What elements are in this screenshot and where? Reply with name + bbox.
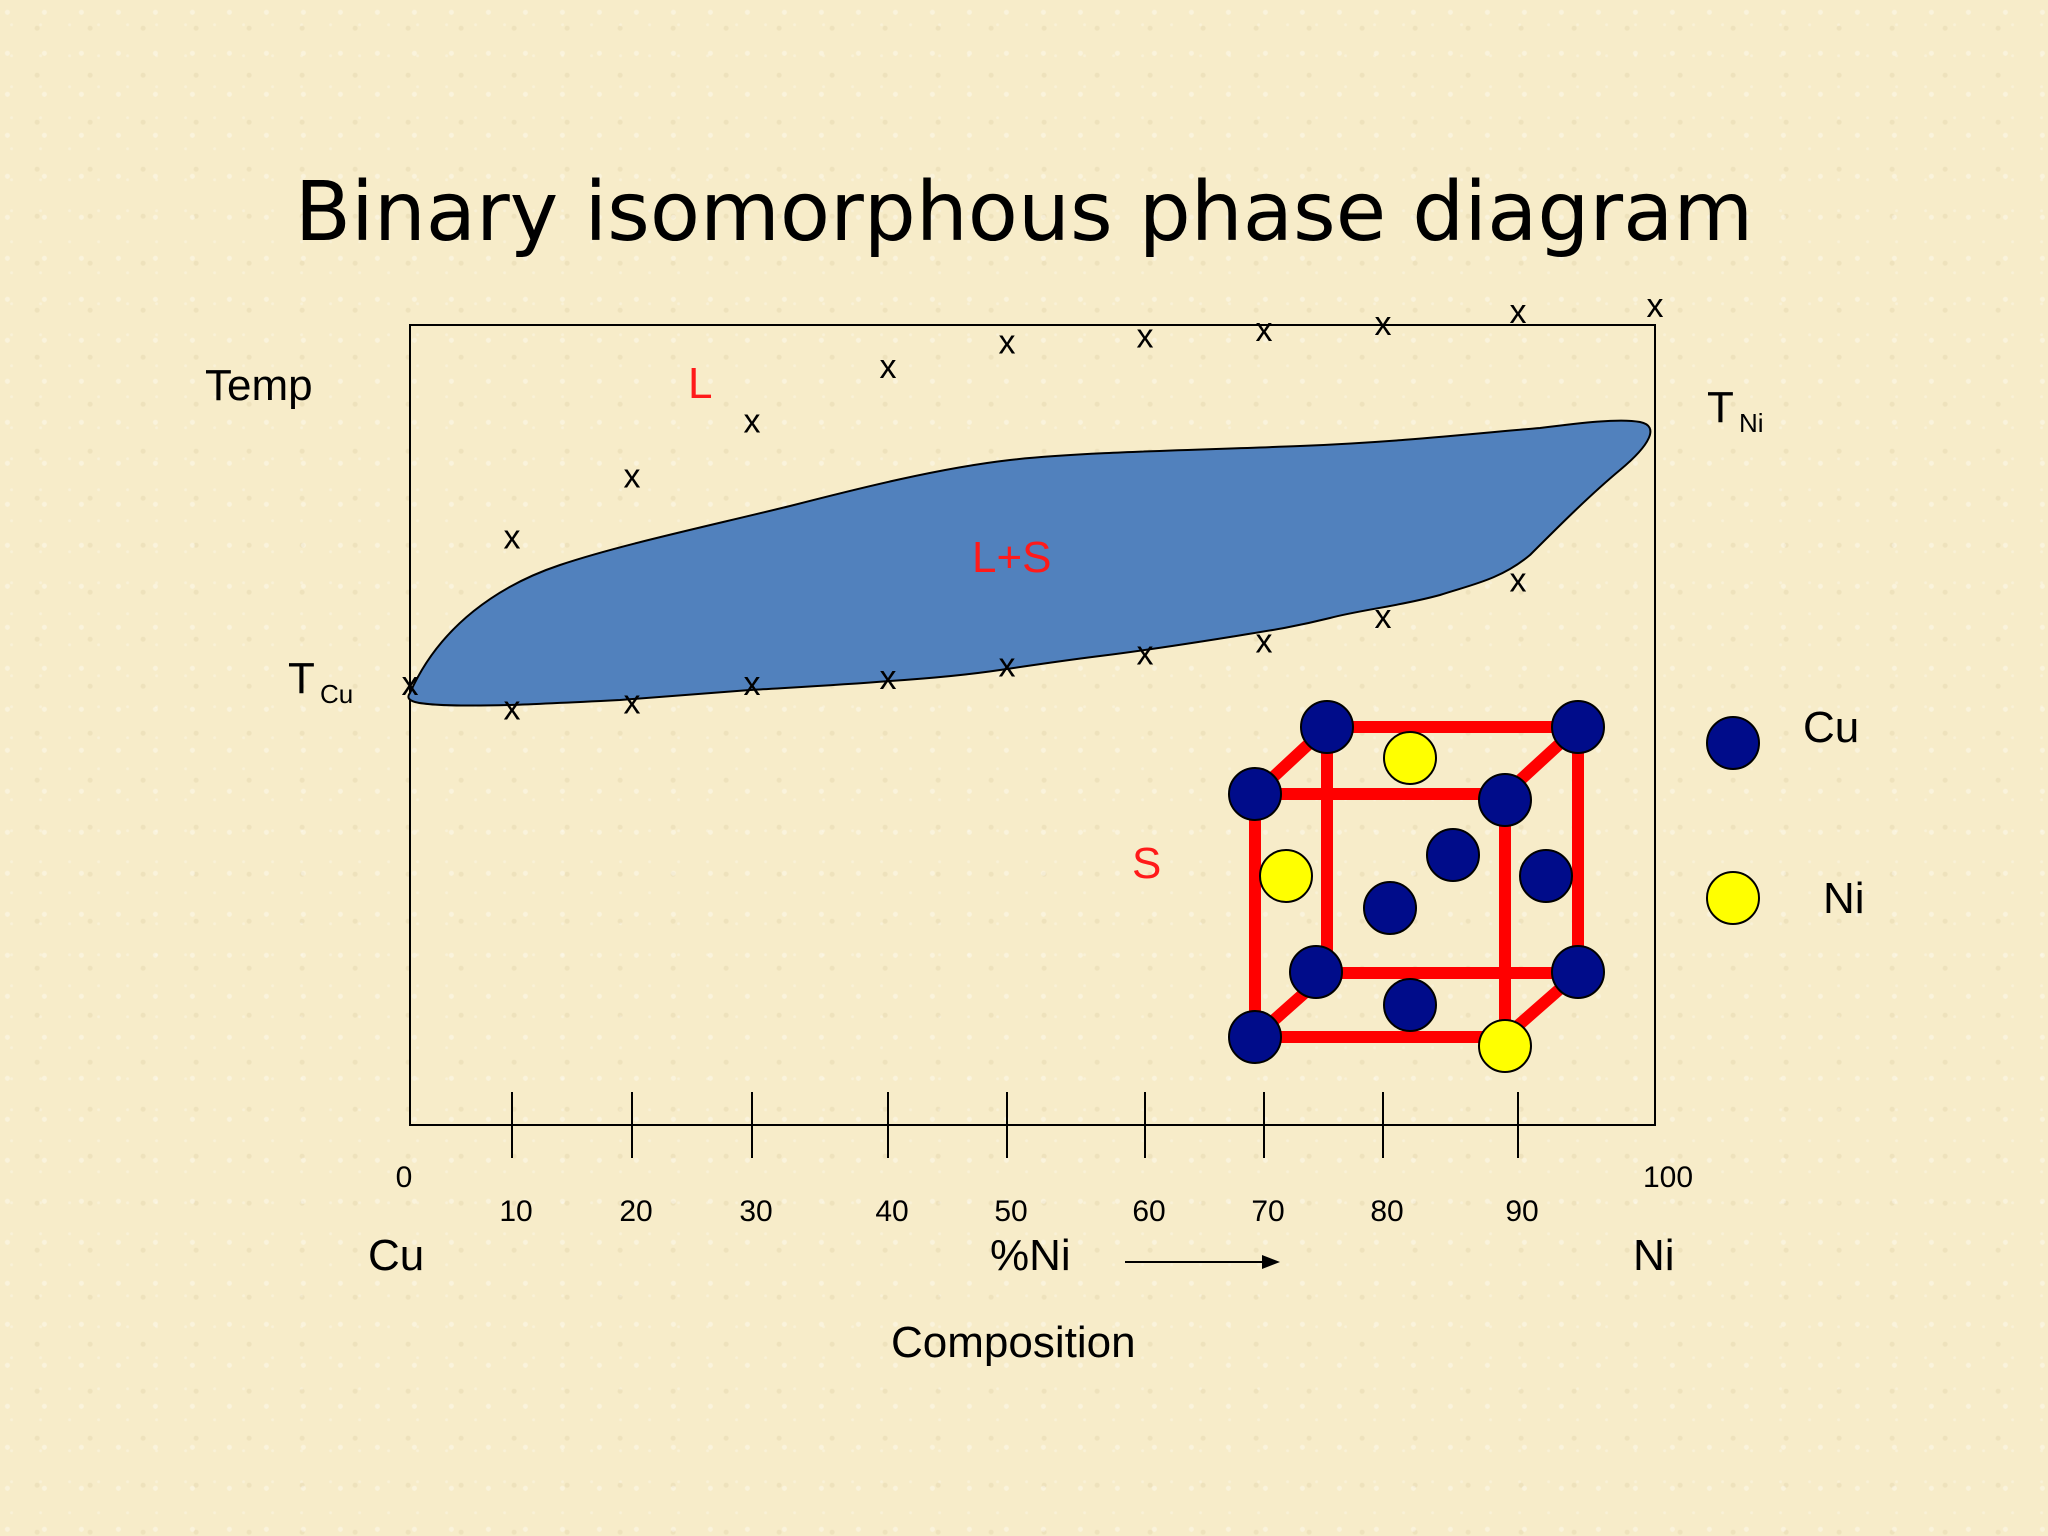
x-tick-label: 70 [1251, 1195, 1284, 1228]
composition-marker: x [880, 348, 897, 386]
region-liquid-label: L [688, 359, 712, 408]
x-tick-label: 60 [1132, 1195, 1165, 1228]
two-phase-region [407, 419, 1652, 707]
data-markers: x x x x x x x x x x x x x x x x x x x x [402, 287, 1664, 728]
composition-marker: x [624, 458, 641, 496]
lattice-atom [1228, 1010, 1282, 1064]
region-solid-label: S [1132, 839, 1161, 888]
x-tick-label: 20 [619, 1195, 652, 1228]
plot-frame [409, 324, 1656, 1126]
y-axis-label: Temp [205, 361, 313, 410]
composition-marker: x [402, 665, 419, 703]
region-two-phase-label: L+S [972, 533, 1052, 582]
composition-marker: x [1375, 598, 1392, 636]
composition-marker: x [1375, 305, 1392, 343]
x-tick-label: 40 [875, 1195, 908, 1228]
x-tick-label: 0 [396, 1161, 413, 1194]
composition-marker: x [504, 689, 521, 727]
lattice-atom [1478, 1019, 1532, 1073]
legend-cu-swatch [1706, 716, 1760, 770]
t-ni-main: T [1707, 383, 1734, 432]
t-cu-label: T Cu [288, 654, 353, 709]
t-cu-main: T [288, 654, 315, 703]
composition-marker: x [504, 519, 521, 557]
t-cu-sub: Cu [320, 679, 353, 709]
x-axis-title: Composition [891, 1318, 1136, 1367]
composition-marker: x [1647, 287, 1664, 325]
x-axis-right-end: Ni [1633, 1231, 1675, 1280]
lattice-atom [1551, 700, 1605, 754]
composition-marker: x [744, 665, 761, 703]
composition-marker: x [624, 683, 641, 721]
lattice-atom [1478, 773, 1532, 827]
legend: Cu Ni [1706, 703, 1865, 925]
composition-marker: x [999, 323, 1016, 361]
legend-cu-label: Cu [1803, 703, 1859, 752]
lattice-atoms [1228, 700, 1605, 1073]
x-tick-label: 50 [994, 1195, 1027, 1228]
composition-marker: x [1256, 622, 1273, 660]
x-tick-label: 100 [1643, 1161, 1693, 1194]
slide-title: Binary isomorphous phase diagram [294, 165, 1754, 260]
increase-arrow [1125, 1255, 1280, 1269]
composition-marker: x [1510, 293, 1527, 331]
x-tick-label: 80 [1370, 1195, 1403, 1228]
x-axis-ticks [511, 1092, 1519, 1158]
x-tick-label: 30 [739, 1195, 772, 1228]
lattice-atom [1228, 767, 1282, 821]
t-ni-sub: Ni [1739, 408, 1764, 438]
composition-marker: x [1256, 311, 1273, 349]
legend-ni-swatch [1706, 871, 1760, 925]
lattice-atom [1259, 849, 1313, 903]
x-tick-label: 90 [1505, 1195, 1538, 1228]
legend-ni-label: Ni [1823, 874, 1865, 923]
lattice-atom [1519, 849, 1573, 903]
composition-marker: x [1510, 561, 1527, 599]
lattice-atom [1363, 881, 1417, 935]
x-axis-tick-labels: 0 10 20 30 40 50 60 70 80 90 100 [396, 1161, 1693, 1228]
lattice-atom [1426, 828, 1480, 882]
lattice-atom [1551, 945, 1605, 999]
t-ni-label: T Ni [1707, 383, 1764, 438]
lattice-atom [1383, 731, 1437, 785]
composition-marker: x [999, 647, 1016, 685]
composition-marker: x [880, 659, 897, 697]
composition-marker: x [1137, 635, 1154, 673]
lattice-atom [1300, 700, 1354, 754]
lattice-atom [1383, 978, 1437, 1032]
composition-marker: x [744, 403, 761, 441]
x-axis-quantity: %Ni [990, 1231, 1071, 1280]
lattice-atom [1289, 945, 1343, 999]
x-axis-left-end: Cu [368, 1231, 424, 1280]
composition-marker: x [1137, 317, 1154, 355]
x-tick-label: 10 [499, 1195, 532, 1228]
